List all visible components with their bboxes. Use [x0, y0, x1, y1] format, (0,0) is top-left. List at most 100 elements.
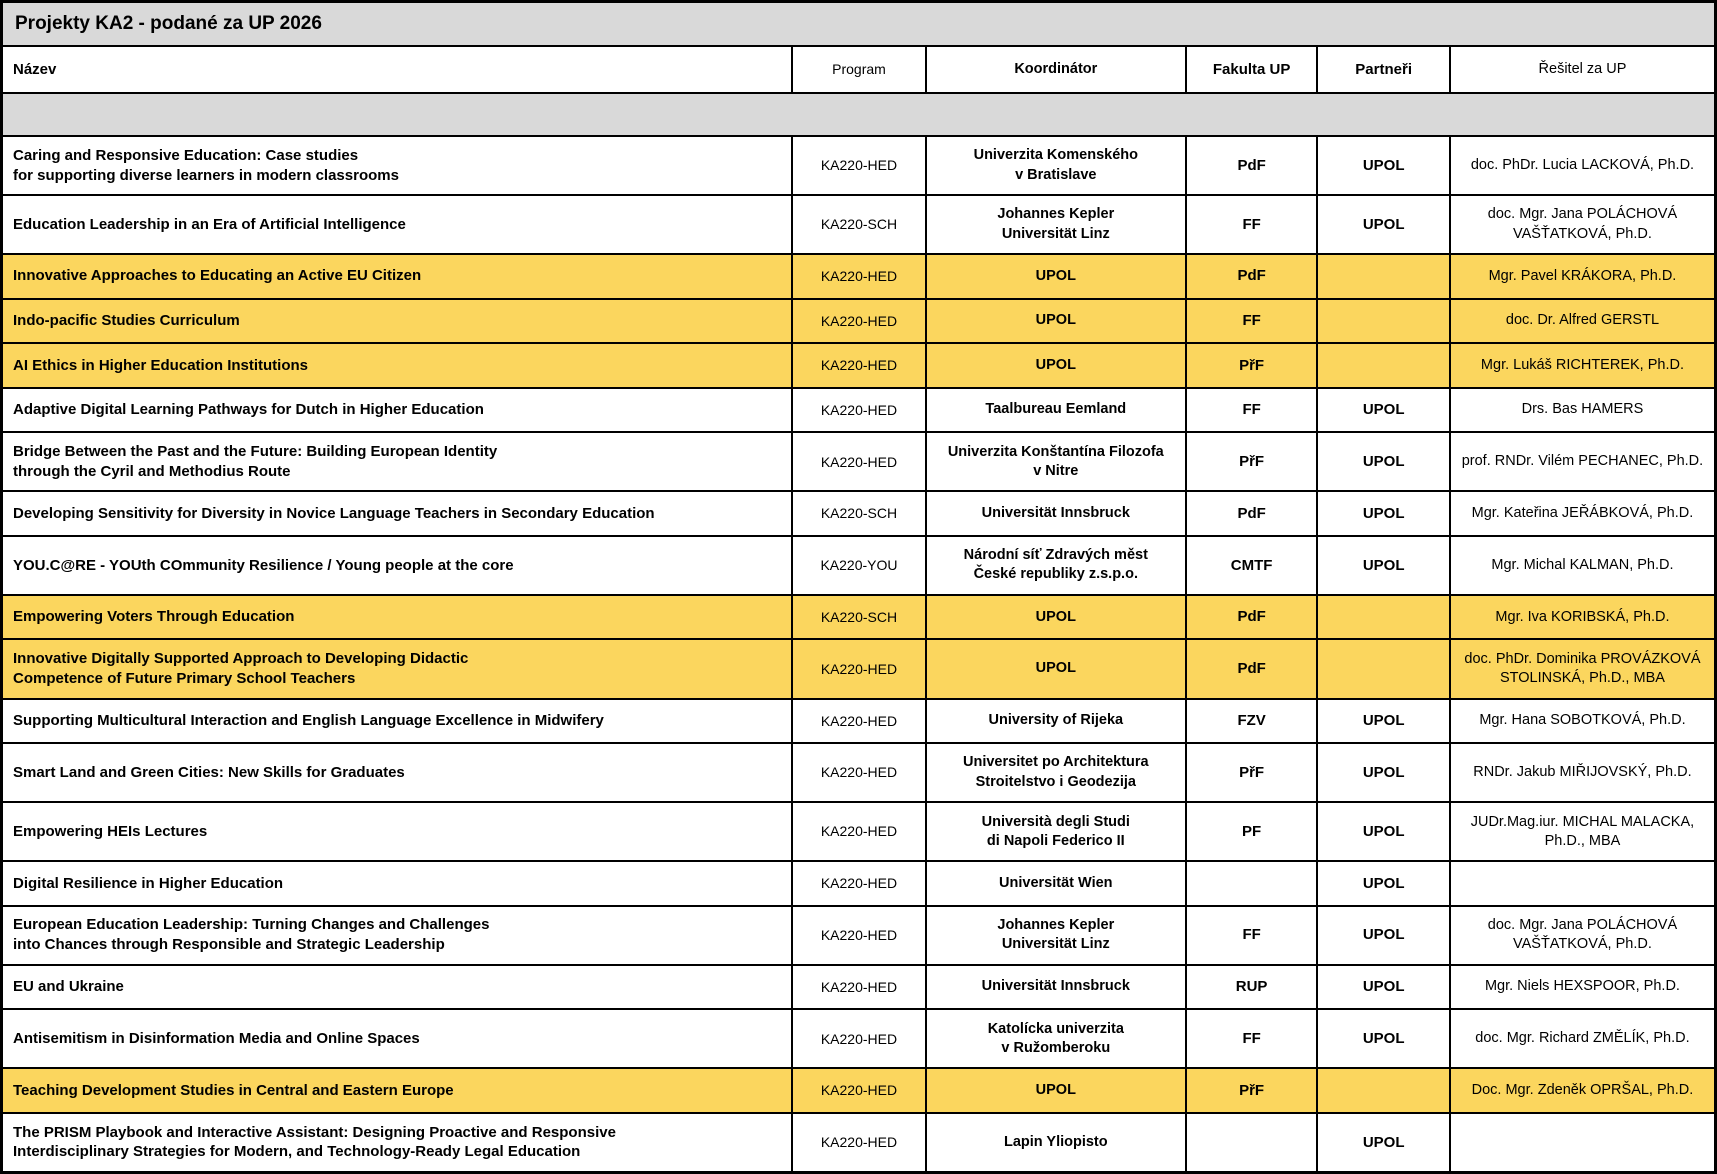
table-row: Empowering HEIs Lectures KA220-HED Unive… — [3, 803, 1714, 863]
cell-koordinator: Univerzita Komenského v Bratislave — [927, 137, 1187, 195]
cell-fakulta-up — [1187, 1113, 1319, 1171]
table-row: Smart Land and Green Cities: New Skills … — [3, 744, 1714, 804]
cell-koordinator: UPOL — [927, 640, 1187, 698]
cell-koordinator: UPOL — [927, 299, 1187, 343]
cell-resitel-za-up: Drs. Bas HAMERS — [1521, 401, 1644, 418]
cell-program: KA220-SCH — [793, 595, 927, 639]
cell-koordinator: Università degli Studi di Napoli Federic… — [927, 803, 1187, 861]
cell-program: KA220-HED — [793, 1010, 927, 1068]
cell-program: KA220-HED — [793, 433, 927, 491]
cell-koordinator: UPOL — [927, 1069, 1187, 1112]
cell-program: KA220-HED — [793, 1113, 927, 1171]
cell-partneri: UPOL — [1318, 906, 1451, 964]
cell-program: KA220-YOU — [793, 536, 927, 594]
cell-partneri: UPOL — [1318, 388, 1451, 432]
cell-fakulta-up: PdF — [1187, 492, 1319, 535]
cell-resitel-za-up: Mgr. Niels HEXSPOOR, Ph.D. — [1484, 978, 1680, 995]
cell-fakulta-up: FF — [1187, 1010, 1319, 1068]
cell-fakulta-up: CMTF — [1187, 536, 1319, 594]
cell-partneri — [1318, 595, 1451, 639]
cell-koordinator: Katolícka univerzita v Ružomberoku — [927, 1010, 1187, 1068]
cell-resitel-za-up — [1451, 862, 1714, 905]
cell-nazev: Teaching Development Studies in Central … — [3, 1069, 794, 1112]
cell-resitel-za-up: Mgr. Hana SOBOTKOVÁ, Ph.D. — [1479, 712, 1686, 729]
table-row: Digital Resilience in Higher Education K… — [3, 862, 1714, 907]
cell-fakulta-up: PřF — [1187, 344, 1319, 387]
cell-fakulta-up: PdF — [1187, 640, 1319, 698]
cell-partneri — [1318, 299, 1451, 343]
cell-fakulta-up: PdF — [1187, 137, 1319, 195]
cell-nazev: Supporting Multicultural Interaction and… — [3, 699, 794, 743]
cell-nazev: European Education Leadership: Turning C… — [3, 906, 794, 964]
cell-koordinator: Johannes Kepler Universität Linz — [927, 906, 1187, 964]
cell-nazev: Adaptive Digital Learning Pathways for D… — [3, 388, 794, 432]
cell-fakulta-up: PřF — [1187, 1069, 1319, 1112]
column-header-resitel-za-up: Řešitel za UP — [1538, 60, 1627, 77]
cell-partneri: UPOL — [1318, 699, 1451, 743]
cell-partneri — [1318, 640, 1451, 698]
cell-resitel-za-up: Mgr. Kateřina JEŘÁBKOVÁ, Ph.D. — [1471, 505, 1694, 522]
cell-fakulta-up: FF — [1187, 388, 1319, 432]
cell-koordinator: UPOL — [927, 255, 1187, 298]
cell-koordinator: UPOL — [927, 595, 1187, 639]
cell-fakulta-up: PřF — [1187, 433, 1319, 491]
cell-resitel-za-up: doc. Mgr. Richard ZMĚLÍK, Ph.D. — [1475, 1030, 1690, 1047]
title-row: Projekty KA2 - podané za UP 2026 — [3, 3, 1714, 47]
table-row: AI Ethics in Higher Education Institutio… — [3, 344, 1714, 389]
cell-program: KA220-HED — [793, 744, 927, 802]
table-row: Empowering Voters Through Education KA22… — [3, 595, 1714, 641]
cell-partneri — [1318, 255, 1451, 298]
cell-resitel-za-up: Doc. Mgr. Zdeněk OPRŠAL, Ph.D. — [1471, 1082, 1694, 1099]
table-body: Caring and Responsive Education: Case st… — [3, 137, 1714, 1171]
cell-nazev: Innovative Digitally Supported Approach … — [3, 640, 794, 698]
cell-program: KA220-HED — [793, 137, 927, 195]
cell-partneri: UPOL — [1318, 862, 1451, 905]
cell-program: KA220-HED — [793, 299, 927, 343]
table-row: Caring and Responsive Education: Case st… — [3, 137, 1714, 197]
cell-program: KA220-HED — [793, 344, 927, 387]
cell-koordinator: Universität Wien — [927, 862, 1187, 905]
cell-nazev: Empowering HEIs Lectures — [3, 803, 794, 861]
cell-program: KA220-HED — [793, 255, 927, 298]
table-row: European Education Leadership: Turning C… — [3, 906, 1714, 966]
cell-fakulta-up: FZV — [1187, 699, 1319, 743]
cell-nazev: Bridge Between the Past and the Future: … — [3, 433, 794, 491]
cell-partneri — [1318, 1069, 1451, 1112]
table-row: EU and Ukraine KA220-HED Universität Inn… — [3, 965, 1714, 1011]
cell-partneri: UPOL — [1318, 1113, 1451, 1171]
cell-koordinator: University of Rijeka — [927, 699, 1187, 743]
column-header-nazev: Název — [3, 47, 794, 92]
cell-partneri: UPOL — [1318, 744, 1451, 802]
cell-resitel-za-up: JUDr.Mag.iur. MICHAL MALACKA, Ph.D., MBA — [1470, 813, 1695, 849]
cell-partneri: UPOL — [1318, 433, 1451, 491]
cell-koordinator: Univerzita Konštantína Filozofa v Nitre — [927, 433, 1187, 491]
table-row: Indo-pacific Studies Curriculum KA220-HE… — [3, 299, 1714, 345]
cell-fakulta-up: PdF — [1187, 255, 1319, 298]
cell-fakulta-up — [1187, 862, 1319, 905]
cell-partneri: UPOL — [1318, 1010, 1451, 1068]
cell-nazev: Developing Sensitivity for Diversity in … — [3, 492, 794, 535]
column-header-partneri: Partneři — [1318, 47, 1451, 92]
cell-koordinator: Johannes Kepler Universität Linz — [927, 196, 1187, 254]
table-header: Název Program Koordinátor Fakulta UP Par… — [3, 47, 1714, 94]
table-row: Education Leadership in an Era of Artifi… — [3, 196, 1714, 256]
cell-koordinator: Lapin Yliopisto — [927, 1113, 1187, 1171]
cell-nazev: Indo-pacific Studies Curriculum — [3, 299, 794, 343]
table-row: The PRISM Playbook and Interactive Assis… — [3, 1113, 1714, 1171]
cell-partneri: UPOL — [1318, 803, 1451, 861]
cell-resitel-za-up: Mgr. Iva KORIBSKÁ, Ph.D. — [1495, 608, 1670, 625]
cell-nazev: Caring and Responsive Education: Case st… — [3, 137, 794, 195]
cell-resitel-za-up: Mgr. Michal KALMAN, Ph.D. — [1491, 556, 1674, 573]
cell-program: KA220-SCH — [793, 196, 927, 254]
cell-resitel-za-up: doc. PhDr. Dominika PROVÁZKOVÁ STOLINSKÁ… — [1464, 650, 1701, 686]
cell-fakulta-up: PF — [1187, 803, 1319, 861]
cell-partneri — [1318, 344, 1451, 387]
cell-resitel-za-up: doc. PhDr. Lucia LACKOVÁ, Ph.D. — [1470, 156, 1695, 173]
column-header-fakulta-up: Fakulta UP — [1187, 47, 1319, 92]
cell-program: KA220-HED — [793, 1069, 927, 1112]
cell-nazev: The PRISM Playbook and Interactive Assis… — [3, 1113, 794, 1171]
cell-nazev: Innovative Approaches to Educating an Ac… — [3, 255, 794, 298]
table-row: Developing Sensitivity for Diversity in … — [3, 492, 1714, 537]
cell-koordinator: Universität Innsbruck — [927, 492, 1187, 535]
